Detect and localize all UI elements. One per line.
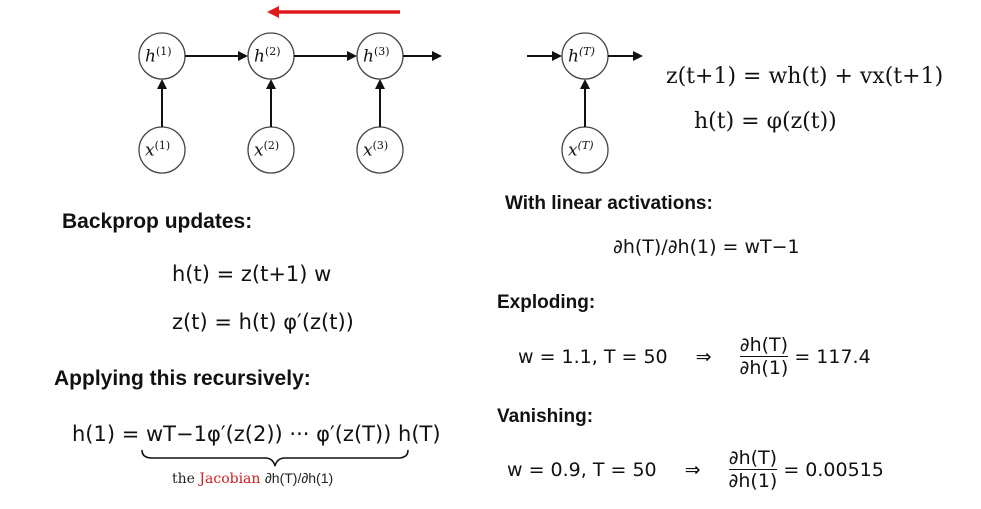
exploding-params: w = 1.1, T = 50 (518, 345, 668, 368)
input-node-3-label: x(3) (363, 139, 389, 161)
recursive-equation: h(1) = wT−1φ′(z(2)) ··· φ′(z(T)) h(T) (72, 422, 441, 446)
rnn-diagram (138, 6, 643, 174)
hidden-node-1-label: h(1) (145, 45, 172, 67)
recurrence-equation: z(t+1) = wh(t) + vx(t+1) (666, 64, 944, 89)
exploding-derivative-fraction: ∂h(T) ∂h(1) (739, 334, 789, 379)
input-node-T-label: x(T) (568, 139, 594, 161)
hidden-node-T-label: h(T) (568, 45, 595, 67)
vanishing-params: w = 0.9, T = 50 (507, 458, 657, 481)
vanishing-implies: ⇒ (684, 458, 701, 481)
jacobian-word: Jacobian (199, 471, 261, 487)
vanishing-title: Vanishing: (497, 406, 594, 427)
recursive-title: Applying this recursively: (54, 367, 311, 390)
input-node-1-label: x(1) (145, 139, 171, 161)
linear-activations-title: With linear activations: (505, 193, 713, 214)
vanishing-derivative-fraction: ∂h(T) ∂h(1) (728, 447, 778, 492)
jacobian-underbrace (141, 449, 409, 467)
activation-equation: h(t) = φ(z(t)) (694, 109, 837, 134)
exploding-value: = 117.4 (794, 345, 871, 368)
linear-activations-equation: ∂h(T)/∂h(1) = wT−1 (613, 236, 800, 258)
jacobian-caption: the Jacobian ∂h(T)/∂h(1) (172, 470, 334, 487)
hidden-node-2-label: h(2) (254, 45, 281, 67)
vanishing-value: = 0.00515 (783, 458, 884, 481)
vanishing-equation: w = 0.9, T = 50 ⇒ ∂h(T) ∂h(1) = 0.00515 (507, 447, 884, 492)
exploding-implies: ⇒ (695, 345, 712, 368)
hidden-node-3-label: h(3) (363, 45, 390, 67)
backprop-equation-h: h(t) = z(t+1) w (172, 262, 332, 286)
exploding-equation: w = 1.1, T = 50 ⇒ ∂h(T) ∂h(1) = 117.4 (518, 334, 871, 379)
backprop-equation-z: z(t) = h(t) φ′(z(t)) (172, 310, 354, 334)
exploding-title: Exploding: (497, 292, 596, 313)
backprop-title: Backprop updates: (62, 210, 253, 233)
input-node-2-label: x(2) (254, 139, 280, 161)
